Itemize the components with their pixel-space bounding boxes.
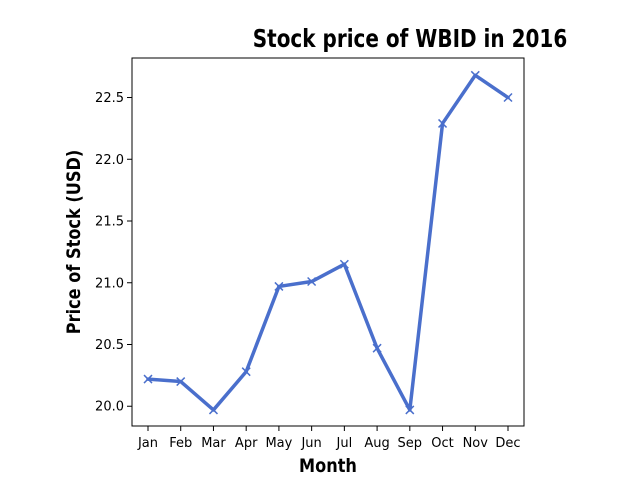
marker-stroke xyxy=(208,405,218,415)
marker-stroke xyxy=(176,377,186,387)
marker-stroke xyxy=(307,276,317,287)
data-point-marker xyxy=(143,374,153,384)
marker-stroke xyxy=(372,343,382,353)
x-tick-label: Jul xyxy=(336,436,353,451)
y-tick-label: 22.5 xyxy=(95,91,124,106)
data-point-marker xyxy=(470,70,480,80)
marker-stroke xyxy=(438,118,448,128)
marker-stroke xyxy=(339,259,349,269)
y-axis-label: Price of Stock (USD) xyxy=(64,150,86,334)
data-point-marker xyxy=(208,405,218,415)
data-point-marker xyxy=(372,343,382,353)
marker-stroke xyxy=(241,367,251,377)
series-layer xyxy=(143,70,513,415)
x-tick-label: Sep xyxy=(398,436,423,451)
marker-stroke xyxy=(470,70,480,80)
x-tick-label: Nov xyxy=(463,436,489,451)
x-tick-label: May xyxy=(265,436,292,451)
y-tick-label: 20.0 xyxy=(95,400,124,415)
x-tick-label: Aug xyxy=(364,436,389,451)
x-tick-label: Mar xyxy=(201,436,226,451)
data-point-marker xyxy=(405,405,415,415)
marker-stroke xyxy=(503,92,513,103)
marker-stroke xyxy=(274,281,284,291)
x-tick-label: Apr xyxy=(235,436,258,451)
y-tick-label: 21.5 xyxy=(95,215,124,230)
data-point-marker xyxy=(176,377,186,387)
y-tick-label: 22.0 xyxy=(95,153,124,168)
x-tick-label: Oct xyxy=(431,436,453,451)
x-tick-label: Feb xyxy=(169,436,192,451)
y-tick-label: 20.5 xyxy=(95,338,124,353)
x-tick-label: Dec xyxy=(495,436,520,451)
data-point-marker xyxy=(307,276,317,287)
data-point-marker xyxy=(503,92,513,103)
data-point-marker xyxy=(274,281,284,291)
marker-stroke xyxy=(143,374,153,384)
x-tick-label: Jan xyxy=(137,436,158,451)
y-axis: 20.0 20.5 21.0 21.5 22.0 22.5 xyxy=(95,91,132,415)
data-point-marker xyxy=(438,118,448,128)
plot-area-frame xyxy=(131,57,525,427)
chart-title: Stock price of WBID in 2016 xyxy=(253,25,567,54)
x-axis-label: Month xyxy=(299,456,357,478)
series-line xyxy=(146,73,510,412)
marker-stroke xyxy=(405,405,415,415)
data-point-marker xyxy=(339,259,349,269)
x-tick-label: Jun xyxy=(300,436,321,451)
data-point-marker xyxy=(241,367,251,377)
y-tick-label: 21.0 xyxy=(95,276,124,291)
x-axis: Jan Feb Mar Apr May Jun Jul Aug Sep Oct Nov Dec xyxy=(137,426,521,451)
